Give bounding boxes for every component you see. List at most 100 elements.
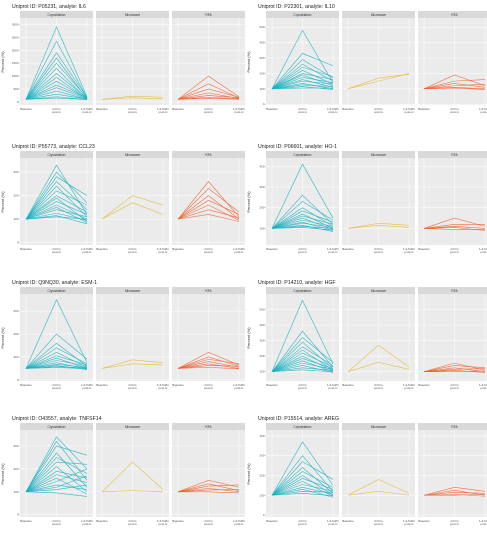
x-tick-label: 24 hrs — [450, 519, 459, 523]
series-line — [423, 362, 486, 372]
y-tick-label: 200 — [13, 467, 18, 471]
y-tick-label: 100 — [259, 370, 264, 374]
x-tick-label: post-tx — [298, 386, 308, 390]
y-tick-label: 100 — [259, 226, 264, 230]
series-line — [25, 352, 88, 369]
chart-panel: Uniprot ID: P06601, analyte: HO-1 Percent… — [246, 144, 487, 254]
series-line — [347, 222, 410, 229]
y-tick-label: 0 — [17, 241, 19, 245]
x-tick-label: post-tx — [204, 250, 214, 254]
series-line — [423, 226, 486, 229]
series-line — [423, 83, 486, 90]
y-tick-label: 400 — [259, 434, 264, 438]
y-tick-label: 500 — [259, 308, 264, 312]
series-line — [101, 95, 164, 100]
x-tick-label: Baseline — [418, 247, 430, 251]
x-tick-label: Baseline — [342, 107, 354, 111]
series-line — [25, 364, 88, 369]
x-tick-label: 1-6.5d/hr — [233, 107, 245, 111]
x-tick-label: 1-6.5d/hr — [327, 383, 339, 387]
series-line — [25, 461, 88, 493]
series-line — [347, 362, 410, 372]
x-tick-label: post-tx — [404, 386, 414, 390]
series-line — [271, 70, 334, 90]
y-tick-label: 0 — [263, 513, 265, 517]
series-line — [25, 212, 88, 221]
x-tick-label: post-tx — [158, 250, 168, 254]
series-line — [271, 80, 334, 90]
x-tick-label: post-tx — [404, 110, 414, 114]
x-tick-label: 24 hrs — [298, 107, 307, 111]
facet-strip — [96, 11, 169, 18]
facet-strip — [418, 423, 487, 430]
x-tick-label: post-tx — [328, 522, 338, 526]
x-tick-label: post-tx — [128, 522, 138, 526]
series-line — [271, 87, 333, 90]
series-line — [25, 466, 88, 493]
series-line — [271, 194, 334, 229]
series-line — [271, 83, 334, 90]
facet-strip — [418, 11, 487, 18]
series-line — [347, 344, 410, 372]
y-tick-label: 300 — [13, 170, 18, 174]
x-tick-label: 1-6.5d/hr — [157, 247, 169, 251]
x-tick-label: 1-6.5d/hr — [233, 247, 245, 251]
series-line — [423, 83, 486, 90]
y-tick-label: 200 — [259, 71, 264, 75]
series-line — [271, 299, 334, 372]
series-line — [271, 369, 334, 373]
chart-panel: Uniprot ID: P14210, analyte: HGF Percent … — [246, 280, 487, 390]
x-tick-label: 1-6.5d/hr — [157, 107, 169, 111]
series-line — [423, 74, 486, 90]
x-tick-label: Baseline — [342, 519, 354, 523]
series-line — [25, 93, 88, 100]
x-tick-label: post-tx — [298, 110, 308, 114]
series-line — [271, 76, 334, 90]
series-line — [423, 491, 486, 496]
series-line — [423, 490, 486, 496]
x-tick-label: post-tx — [82, 386, 92, 390]
series-line — [25, 484, 88, 493]
x-tick-label: 24 hrs — [374, 383, 383, 387]
x-tick-label: 1-6.5d/hr — [233, 519, 245, 523]
series-line — [423, 87, 486, 90]
facet-label: Microwave — [125, 153, 140, 157]
facet-label: RFA — [451, 425, 458, 429]
y-tick-label: 300 — [259, 454, 264, 458]
series-line — [25, 80, 88, 100]
x-tick-label: post-tx — [158, 522, 168, 526]
x-tick-label: post-tx — [374, 110, 384, 114]
series-line — [271, 484, 334, 496]
facet-label: Cryoablation — [48, 153, 66, 157]
series-line — [177, 480, 240, 493]
y-tick-label: 0 — [263, 102, 265, 106]
series-line — [101, 490, 164, 493]
series-line — [271, 222, 334, 229]
series-line — [423, 487, 486, 496]
series-line — [25, 96, 88, 100]
facet-strip — [20, 11, 93, 18]
series-line — [25, 176, 88, 220]
x-tick-label: Baseline — [20, 247, 32, 251]
x-tick-label: post-tx — [480, 386, 487, 390]
x-tick-label: Baseline — [20, 519, 32, 523]
y-tick-label: 0 — [17, 100, 19, 104]
series-line — [25, 171, 88, 220]
series-line — [25, 190, 88, 220]
series-line — [101, 461, 164, 493]
facet-strip — [20, 151, 93, 158]
facet-strip — [342, 287, 415, 294]
x-tick-label: 1-6.5d/hr — [157, 519, 169, 523]
series-line — [271, 481, 334, 497]
series-line — [177, 199, 240, 220]
series-line — [271, 53, 334, 90]
facet-plot-area — [418, 430, 487, 517]
x-tick-label: post-tx — [128, 386, 138, 390]
series-line — [177, 96, 240, 100]
x-tick-label: Baseline — [96, 107, 108, 111]
series-line — [271, 355, 334, 372]
series-line — [423, 370, 486, 373]
x-tick-label: Baseline — [266, 247, 278, 251]
facet-strip — [342, 151, 415, 158]
facet-strip — [172, 151, 245, 158]
